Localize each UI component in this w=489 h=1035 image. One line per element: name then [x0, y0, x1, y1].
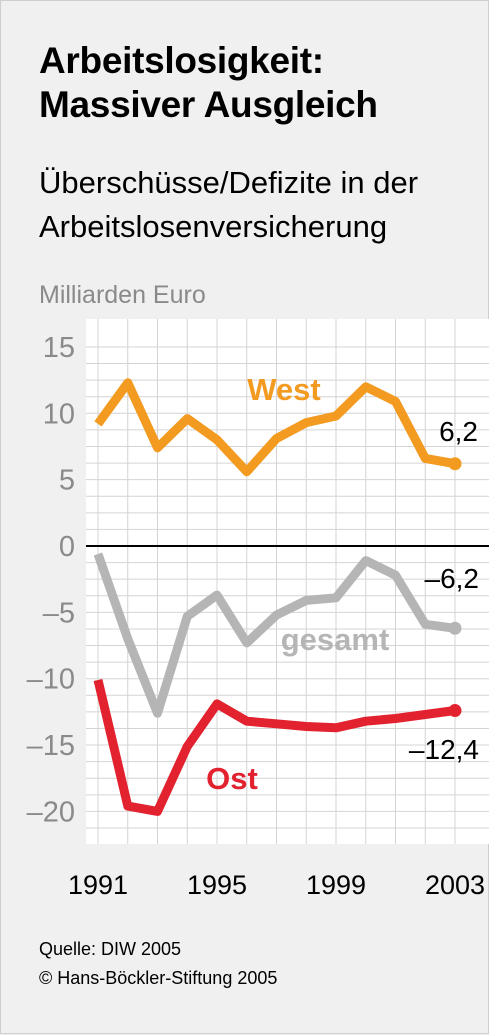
subtitle-line-2: Arbeitslosenversicherung — [39, 209, 388, 244]
series-label-gesamt: gesamt — [281, 622, 390, 657]
x-tick-label: 1991 — [68, 870, 128, 900]
y-tick-label: –5 — [43, 597, 75, 629]
y-axis-unit-label: Milliarden Euro — [39, 281, 206, 309]
chart-subtitle: Überschüsse/Defizite in der Arbeitslosen… — [39, 161, 479, 249]
plot-background — [86, 319, 489, 844]
series-end-value-ost: –12,4 — [409, 734, 479, 765]
x-tick-label: 2003 — [425, 870, 485, 900]
source-note: Quelle: DIW 2005 — [39, 939, 182, 959]
series-end-value-west: 6,2 — [439, 416, 478, 447]
series-endpoint-ost — [448, 704, 462, 718]
series-endpoint-gesamt — [448, 621, 462, 635]
y-tick-label: –10 — [27, 664, 75, 696]
x-tick-label: 1999 — [306, 870, 366, 900]
x-tick-label: 1995 — [187, 870, 247, 900]
series-label-west: West — [247, 372, 321, 407]
chart-title: Arbeitslosigkeit: Massiver Ausgleich — [39, 39, 378, 127]
series-line-gesamt — [93, 552, 456, 718]
series-line-west — [94, 378, 456, 477]
copyright-note: © Hans-Böckler-Stiftung 2005 — [39, 968, 278, 988]
title-line-2: Massiver Ausgleich — [39, 84, 378, 125]
y-tick-label: –15 — [27, 730, 75, 762]
title-line-1: Arbeitslosigkeit: — [39, 40, 324, 81]
y-tick-label: 0 — [59, 531, 75, 563]
y-tick-label: –20 — [27, 796, 75, 828]
y-tick-label: 15 — [43, 332, 75, 364]
series-line-ost — [93, 678, 456, 816]
series-end-value-gesamt: –6,2 — [425, 563, 480, 594]
footer: Quelle: DIW 2005 © Hans-Böckler-Stiftung… — [39, 935, 277, 993]
y-tick-label: 10 — [43, 398, 75, 430]
subtitle-line-1: Überschüsse/Defizite in der — [39, 165, 419, 200]
series-endpoint-west — [448, 457, 462, 471]
y-tick-label: 5 — [59, 465, 75, 497]
series-label-ost: Ost — [206, 761, 258, 796]
